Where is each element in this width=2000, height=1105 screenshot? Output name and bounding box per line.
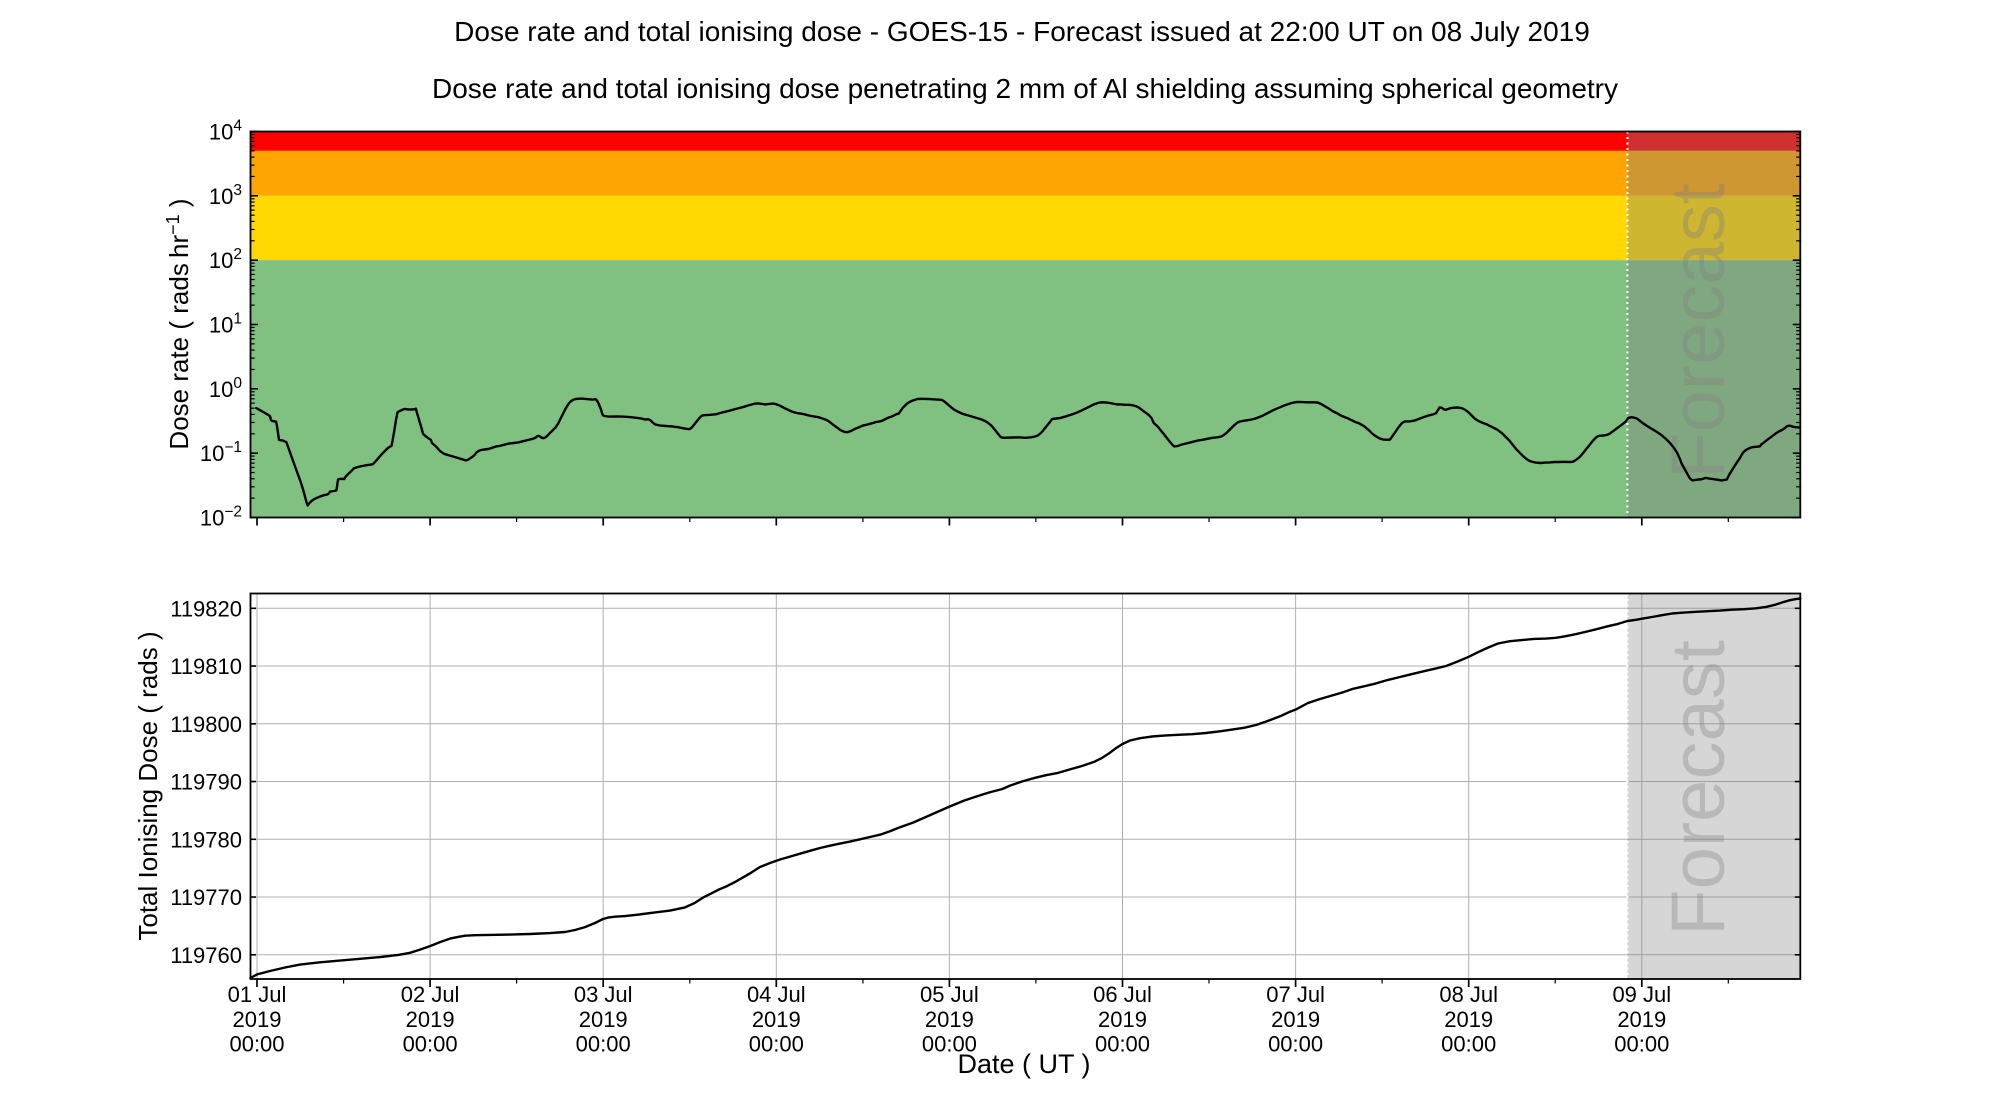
svg-text:119770: 119770 (170, 885, 242, 910)
svg-text:Forecast: Forecast (1656, 640, 1741, 936)
svg-text:119760: 119760 (170, 943, 242, 968)
svg-text:Date ( UT ): Date ( UT ) (957, 1049, 1090, 1079)
svg-text:119810: 119810 (170, 654, 242, 679)
svg-text:Dose rate and total ionising d: Dose rate and total ionising dose - GOES… (454, 16, 1590, 47)
svg-text:Dose rate and total ionising d: Dose rate and total ionising dose penetr… (432, 73, 1618, 104)
svg-text:Total Ionising Dose ( rads ): Total Ionising Dose ( rads ) (133, 631, 163, 940)
svg-text:119780: 119780 (170, 827, 242, 852)
svg-text:119800: 119800 (170, 712, 242, 737)
svg-text:Dose rate ( rads hr−1 ): Dose rate ( rads hr−1 ) (163, 198, 194, 449)
svg-text:104: 104 (209, 118, 242, 145)
svg-text:Forecast: Forecast (1656, 183, 1741, 479)
svg-text:119820: 119820 (170, 596, 242, 621)
svg-text:119790: 119790 (170, 770, 242, 795)
